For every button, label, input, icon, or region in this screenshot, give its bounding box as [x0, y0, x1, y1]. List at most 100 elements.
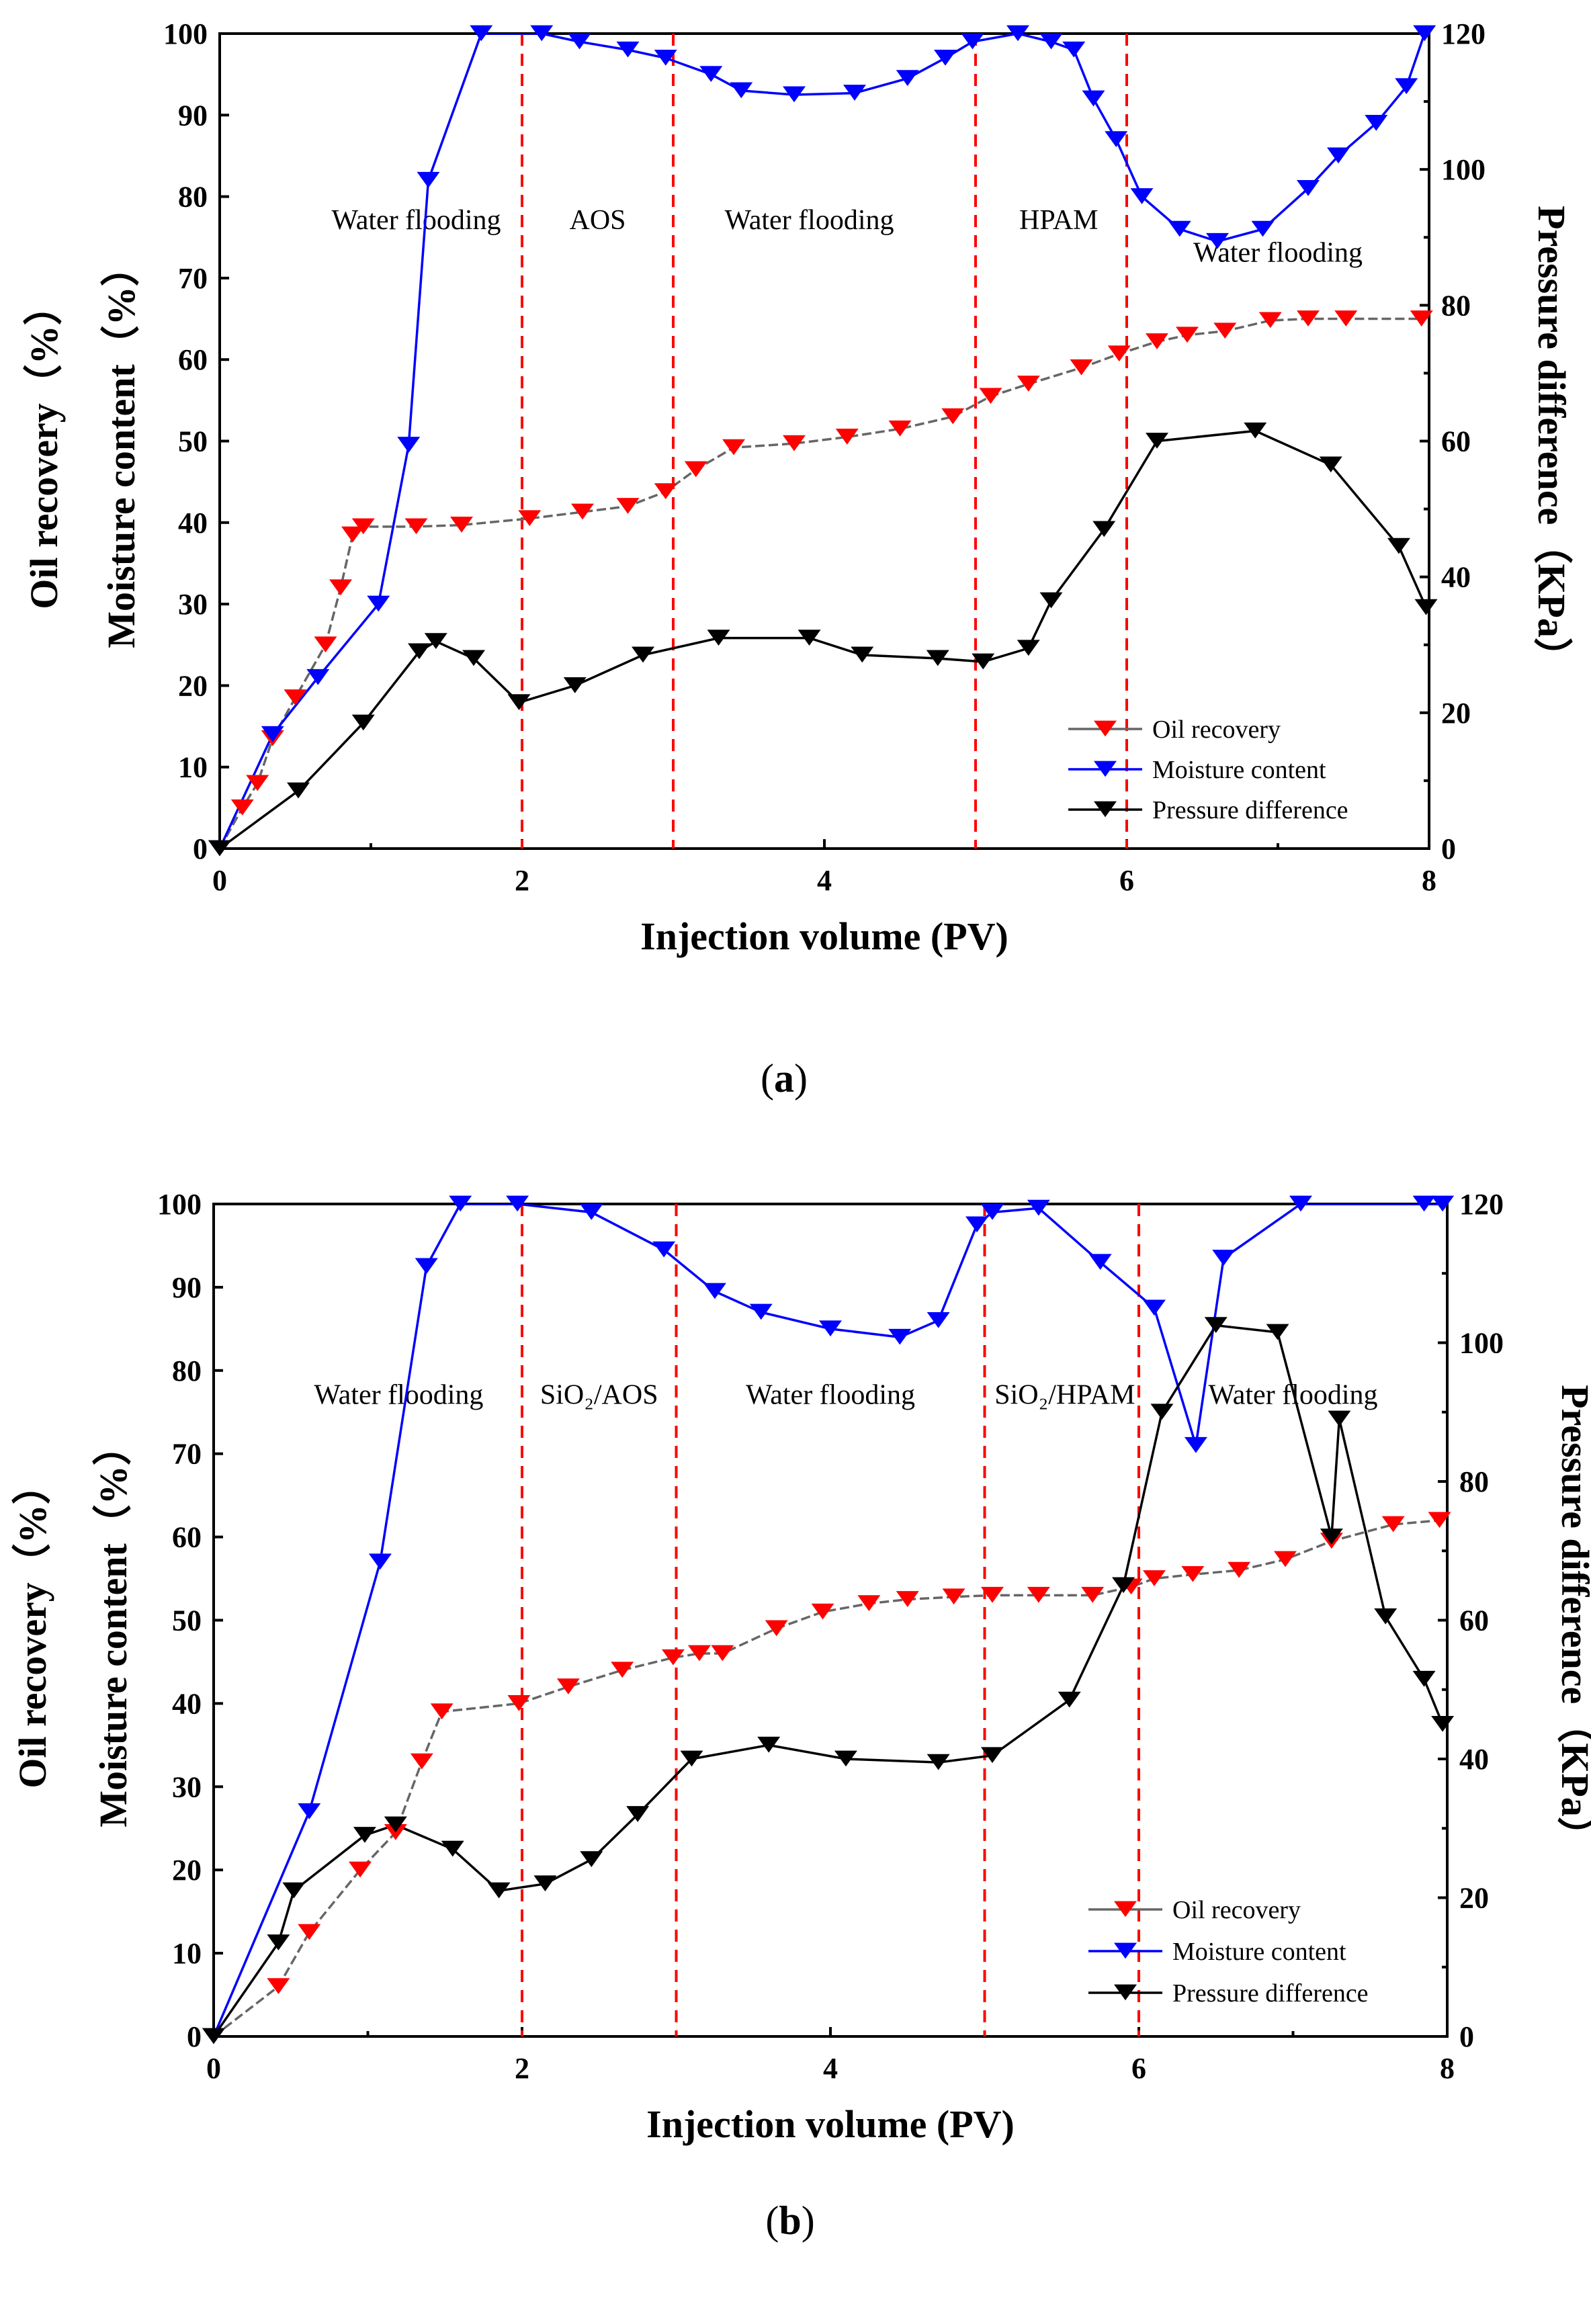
data-point-oil-recovery: [410, 1753, 433, 1770]
stage-label: HPAM: [1019, 205, 1099, 236]
data-point-pressure-difference: [626, 1806, 650, 1822]
data-point-moisture-content: [1082, 90, 1105, 107]
data-point-moisture-content: [1088, 1254, 1112, 1271]
data-point-moisture-content: [1327, 147, 1350, 164]
data-point-pressure-difference: [926, 650, 949, 666]
data-point-moisture-content: [1251, 220, 1275, 237]
data-point-moisture-content: [1168, 220, 1191, 237]
data-point-pressure-difference: [384, 1816, 407, 1833]
data-point-pressure-difference: [927, 1754, 950, 1770]
y-right-tick-label: 0: [1441, 832, 1456, 865]
data-point-oil-recovery: [687, 1645, 711, 1662]
legend-label: Moisture content: [1152, 756, 1326, 784]
data-point-pressure-difference: [980, 1747, 1004, 1764]
data-point-moisture-content: [449, 1195, 472, 1212]
data-point-moisture-content: [1431, 1195, 1455, 1212]
data-point-pressure-difference: [1414, 599, 1438, 615]
data-point-moisture-content: [1206, 232, 1229, 249]
x-axis-title: Injection volume (PV): [640, 914, 1008, 958]
data-point-pressure-difference: [1150, 1404, 1174, 1420]
data-point-pressure-difference: [408, 643, 431, 660]
data-point-pressure-difference: [1320, 1529, 1343, 1545]
data-point-oil-recovery: [1381, 1516, 1405, 1533]
legend-marker: [1114, 1942, 1137, 1959]
y-left-tick-label: 20: [178, 669, 208, 702]
y-left-tick-label: 30: [172, 1770, 202, 1803]
legend-label: Oil recovery: [1172, 1896, 1301, 1924]
data-point-moisture-content: [652, 1241, 676, 1258]
data-point-pressure-difference: [1328, 1410, 1351, 1427]
caption-paren-close: ): [794, 1056, 808, 1101]
y-left-tick-label: 100: [163, 17, 208, 50]
data-point-moisture-content: [927, 1312, 950, 1328]
y-left-tick-label: 70: [172, 1438, 202, 1471]
data-point-oil-recovery: [980, 1586, 1004, 1603]
x-tick-label: 8: [1440, 2052, 1455, 2085]
data-point-oil-recovery: [1081, 1586, 1105, 1603]
y-left-tick-label: 40: [172, 1687, 202, 1720]
series-line-pressure-difference: [214, 1324, 1444, 2036]
y-right-tick-label: 60: [1459, 1604, 1489, 1637]
data-point-moisture-content: [699, 66, 723, 82]
data-point-moisture-content: [888, 1328, 912, 1345]
data-point-moisture-content: [568, 33, 591, 50]
data-point-pressure-difference: [1387, 537, 1410, 554]
data-point-oil-recovery: [1181, 1565, 1205, 1582]
data-point-oil-recovery: [857, 1595, 881, 1612]
caption-paren-open: (: [761, 1056, 774, 1101]
data-point-moisture-content: [1105, 131, 1128, 147]
legend-label: Moisture content: [1172, 1938, 1346, 1966]
data-point-pressure-difference: [1412, 1670, 1436, 1687]
data-point-pressure-difference: [533, 1875, 557, 1892]
data-point-moisture-content: [703, 1283, 726, 1299]
data-point-oil-recovery: [765, 1620, 788, 1637]
data-point-pressure-difference: [757, 1736, 781, 1753]
data-point-pressure-difference: [1374, 1608, 1398, 1625]
data-point-moisture-content: [730, 82, 753, 99]
data-point-pressure-difference: [798, 630, 821, 646]
data-point-moisture-content: [965, 1216, 989, 1233]
y-left-tick-label: 60: [178, 343, 208, 376]
data-point-oil-recovery: [571, 503, 594, 520]
y-left-tick-label: 70: [178, 262, 208, 295]
data-point-oil-recovery: [1228, 1561, 1251, 1578]
data-point-pressure-difference: [707, 630, 730, 646]
data-point-pressure-difference: [267, 1934, 290, 1950]
y-left-tick-label: 90: [172, 1271, 202, 1304]
data-point-oil-recovery: [284, 689, 307, 705]
data-point-oil-recovery: [1297, 310, 1320, 327]
data-point-oil-recovery: [1428, 1512, 1451, 1529]
data-point-moisture-content: [1184, 1436, 1207, 1453]
legend-marker: [1114, 1901, 1137, 1918]
legend-label: Oil recovery: [1152, 716, 1281, 744]
x-tick-label: 2: [515, 2052, 529, 2085]
data-point-pressure-difference: [1244, 422, 1267, 439]
data-point-oil-recovery: [684, 461, 707, 478]
data-point-pressure-difference: [441, 1840, 464, 1857]
series-line-oil-recovery: [220, 317, 1422, 849]
data-point-pressure-difference: [1204, 1317, 1228, 1333]
data-point-pressure-difference: [1431, 1715, 1455, 1732]
y-left-title-moisture-content: Moisture content（%）: [91, 1426, 135, 1827]
data-point-pressure-difference: [680, 1750, 703, 1767]
legend: Oil recovery Moisture content Pressure dif…: [1068, 716, 1348, 824]
data-point-moisture-content: [530, 25, 554, 42]
data-point-oil-recovery: [1070, 359, 1093, 376]
data-point-oil-recovery: [507, 1694, 531, 1711]
data-point-moisture-content: [961, 33, 984, 50]
data-point-moisture-content: [1039, 33, 1063, 50]
x-tick-label: 4: [823, 2052, 838, 2085]
data-point-moisture-content: [1027, 1199, 1050, 1216]
data-point-oil-recovery: [1017, 376, 1040, 392]
data-point-moisture-content: [470, 25, 493, 42]
y-left-tick-label: 40: [178, 507, 208, 540]
data-point-moisture-content: [783, 86, 806, 103]
stage-label: Water flooding: [331, 205, 501, 236]
data-point-oil-recovery: [1410, 310, 1433, 327]
data-point-oil-recovery: [888, 420, 912, 437]
data-point-oil-recovery: [835, 429, 859, 445]
y-left-title-moisture-content: Moisture content（%）: [99, 247, 143, 648]
legend: Oil recovery Moisture content Pressure dif…: [1088, 1896, 1369, 2008]
y-right-tick-label: 20: [1459, 1882, 1489, 1915]
data-point-oil-recovery: [298, 1924, 321, 1940]
